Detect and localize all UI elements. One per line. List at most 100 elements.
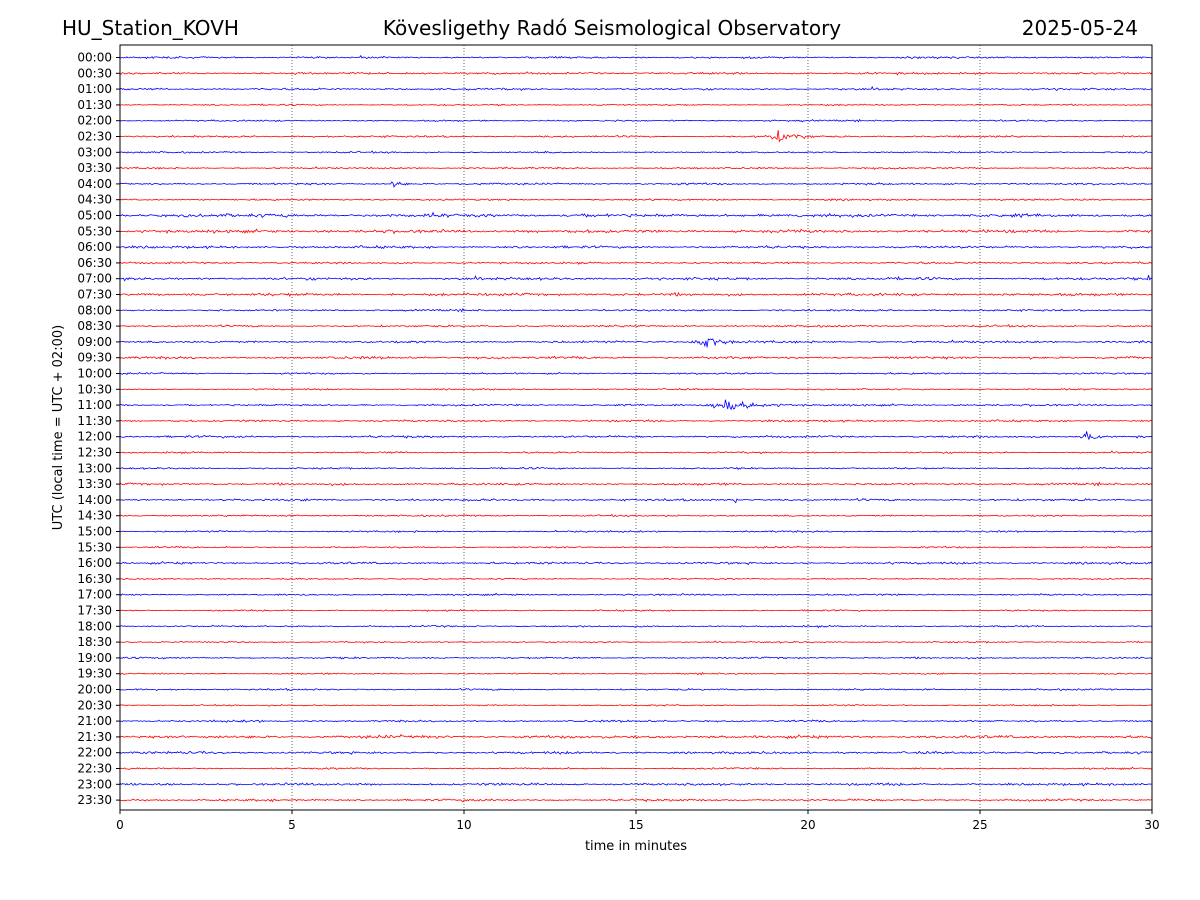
seismic-trace-1530	[119, 545, 1153, 549]
seismic-trace-1630	[119, 577, 1153, 581]
chart-date: 2025-05-24	[1021, 16, 1138, 40]
gridlines	[291, 45, 981, 810]
row-time-label: 20:00	[77, 683, 112, 697]
seismic-trace-1000	[119, 371, 1153, 376]
row-time-label: 22:30	[77, 762, 112, 776]
row-time-label: 04:00	[77, 177, 112, 191]
seismic-trace-0700	[119, 275, 1153, 282]
seismic-trace-0000	[119, 54, 1153, 60]
seismic-trace-1730	[119, 609, 1153, 613]
seismic-trace-1300	[119, 466, 1153, 470]
row-time-label: 07:00	[77, 272, 112, 286]
seismic-trace-1400	[119, 497, 1153, 504]
row-time-label: 18:30	[77, 635, 112, 649]
x-tick-label: 5	[288, 818, 296, 832]
seismic-trace-2000	[119, 687, 1153, 692]
seismic-trace-1130	[119, 419, 1153, 423]
seismic-trace-1200	[119, 431, 1153, 441]
seismic-trace-0400	[119, 181, 1153, 188]
row-time-label: 09:00	[77, 335, 112, 349]
seismic-trace-0330	[119, 166, 1153, 170]
seismic-trace-0600	[119, 244, 1153, 250]
row-time-label: 23:00	[77, 777, 112, 791]
seismic-trace-1100	[119, 399, 1153, 411]
row-time-label: 13:00	[77, 461, 112, 475]
row-time-label: 11:30	[77, 414, 112, 428]
seismic-trace-1330	[119, 481, 1153, 487]
row-time-label: 08:00	[77, 303, 112, 317]
row-time-label: 08:30	[77, 319, 112, 333]
seismic-trace-0900	[119, 338, 1153, 348]
row-time-label: 17:00	[77, 588, 112, 602]
seismic-trace-1500	[119, 529, 1153, 534]
row-time-label: 10:00	[77, 367, 112, 381]
row-time-label: 02:30	[77, 130, 112, 144]
x-tick-label: 20	[800, 818, 815, 832]
seismic-trace-0800	[119, 307, 1153, 313]
row-time-label: 00:30	[77, 66, 112, 80]
row-time-label: 03:00	[77, 145, 112, 159]
row-time-label: 20:30	[77, 698, 112, 712]
row-time-label: 16:30	[77, 572, 112, 586]
row-time-label: 01:30	[77, 98, 112, 112]
seismic-trace-1830	[119, 640, 1153, 644]
row-time-label: 19:00	[77, 651, 112, 665]
seismic-trace-2130	[119, 733, 1153, 740]
seismic-trace-1700	[119, 592, 1153, 597]
seismic-trace-2100	[119, 719, 1153, 723]
row-time-label: 00:00	[77, 51, 112, 65]
row-time-label: 10:30	[77, 382, 112, 396]
row-time-label: 06:00	[77, 240, 112, 254]
row-time-label: 11:00	[77, 398, 112, 412]
seismic-trace-2330	[119, 798, 1153, 803]
seismic-trace-0530	[119, 228, 1153, 235]
seismic-trace-0300	[119, 150, 1153, 154]
row-time-label: 12:30	[77, 446, 112, 460]
y-axis-title: UTC (local time = UTC + 02:00)	[51, 325, 66, 530]
x-tick-label: 30	[1144, 818, 1159, 832]
seismic-trace-0930	[119, 355, 1153, 360]
row-time-label: 04:30	[77, 193, 112, 207]
row-time-label: 23:30	[77, 793, 112, 807]
seismic-trace-2230	[119, 766, 1153, 771]
row-time-label: 05:30	[77, 224, 112, 238]
x-tick-label: 0	[116, 818, 124, 832]
row-time-label: 02:00	[77, 114, 112, 128]
seismic-trace-0500	[119, 211, 1153, 219]
seismic-trace-0100	[119, 86, 1153, 92]
seismic-trace-0230	[119, 130, 1153, 143]
row-time-label: 21:00	[77, 714, 112, 728]
seismic-trace-1930	[119, 671, 1153, 676]
x-tick-label: 10	[456, 818, 471, 832]
row-time-label: 12:00	[77, 430, 112, 444]
seismic-trace-2300	[119, 782, 1153, 787]
row-time-label: 17:30	[77, 604, 112, 618]
row-time-label: 15:00	[77, 525, 112, 539]
row-time-label: 14:30	[77, 509, 112, 523]
observatory-title: Kövesligethy Radó Seismological Observat…	[382, 16, 842, 40]
seismic-trace-0630	[119, 261, 1153, 265]
row-time-label: 18:00	[77, 619, 112, 633]
row-time-label: 13:30	[77, 477, 112, 491]
seismic-trace-0730	[119, 291, 1153, 297]
seismic-trace-1600	[119, 561, 1153, 566]
row-time-label: 21:30	[77, 730, 112, 744]
row-time-label: 19:30	[77, 667, 112, 681]
row-time-label: 22:00	[77, 746, 112, 760]
row-time-label: 05:00	[77, 209, 112, 223]
seismic-trace-0830	[119, 323, 1153, 328]
traces	[119, 54, 1153, 803]
x-axis-title: time in minutes	[585, 839, 687, 854]
seismic-trace-2030	[119, 703, 1153, 707]
seismic-trace-2200	[119, 750, 1153, 755]
seismic-trace-0200	[119, 118, 1153, 123]
seismic-trace-1800	[119, 624, 1153, 629]
seismic-trace-1230	[119, 450, 1153, 455]
row-time-label: 06:30	[77, 256, 112, 270]
seismic-trace-0130	[119, 103, 1153, 107]
row-time-label: 01:00	[77, 82, 112, 96]
row-time-label: 14:00	[77, 493, 112, 507]
x-tick-label: 25	[972, 818, 987, 832]
row-time-label: 03:30	[77, 161, 112, 175]
